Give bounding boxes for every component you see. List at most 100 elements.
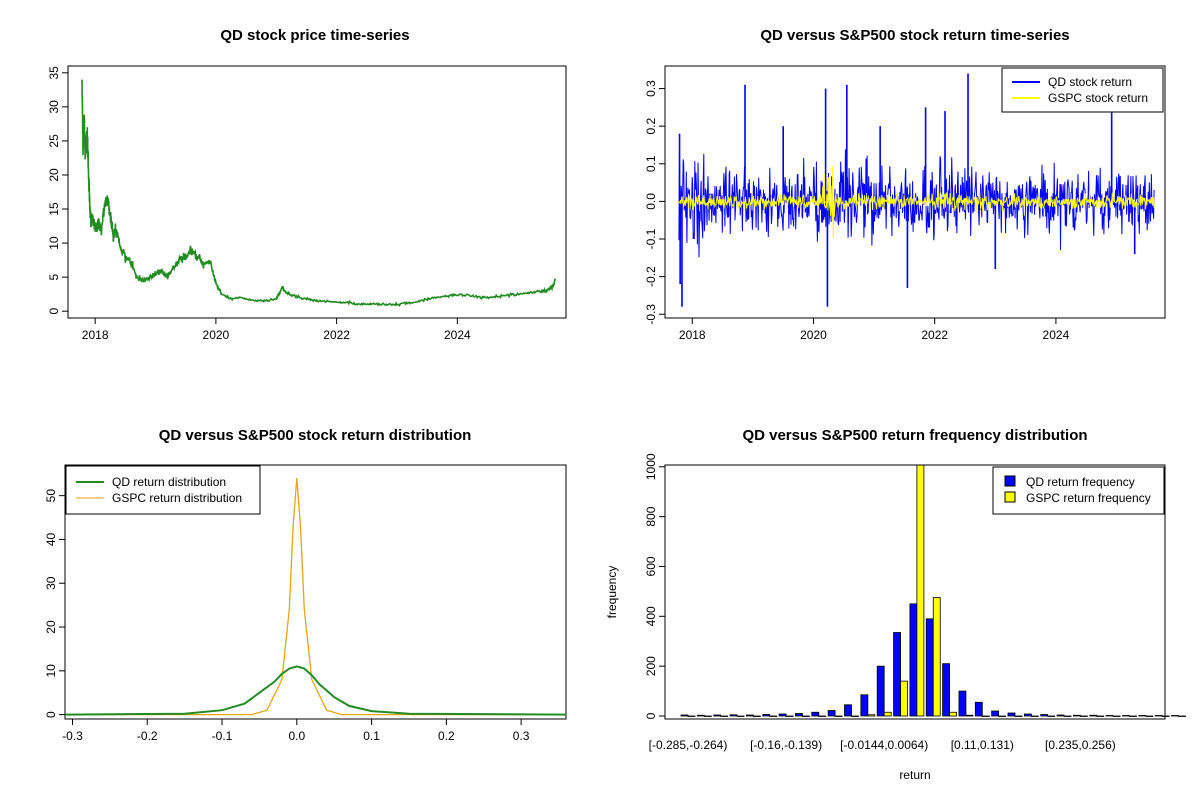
returns-x-tick-label: 2022 <box>921 328 948 342</box>
price-x-tick-label: 2022 <box>323 328 350 342</box>
histogram-x-tick-label: [0.235,0.256) <box>1045 738 1116 752</box>
price-x-tick-label: 2018 <box>82 328 109 342</box>
histogram-gspc-bar <box>736 715 745 717</box>
histogram-y-tick-label: 400 <box>644 606 658 626</box>
histogram-chart-panel: QD versus S&P500 return frequency distri… <box>605 427 1186 782</box>
histogram-qd-bar <box>925 618 934 717</box>
histogram-legend: QD return frequency GSPC return frequenc… <box>992 466 1165 515</box>
histogram-y-label: frequency <box>605 566 619 619</box>
returns-legend: QD stock return GSPC stock return <box>1001 67 1164 113</box>
histogram-qd-bar <box>1154 715 1163 717</box>
histogram-qd-bar <box>1056 714 1065 717</box>
histogram-qd-bar <box>778 713 787 717</box>
histogram-gspc-bar <box>1047 715 1056 717</box>
histogram-qd-bar <box>1122 715 1130 717</box>
histogram-qd-bar <box>1023 713 1032 717</box>
histogram-x-tick-label: [0.11,0.131) <box>951 738 1014 752</box>
histogram-qd-bar <box>1138 715 1147 717</box>
histogram-qd-bar <box>811 711 820 717</box>
histogram-legend-gspc-label: GSPC return frequency <box>1026 491 1151 505</box>
density-y-tick-label: 10 <box>44 664 58 678</box>
histogram-qd-bar <box>696 714 705 717</box>
histogram-x-tick-label: [-0.0144,0.0064) <box>840 738 928 752</box>
price-y-tick-label: 25 <box>47 134 61 148</box>
histogram-gspc-bar <box>785 715 794 717</box>
histogram-qd-bar <box>909 603 918 717</box>
histogram-gspc-bar <box>687 715 696 717</box>
density-chart-title: QD versus S&P500 stock return distributi… <box>159 427 472 444</box>
histogram-qd-bar <box>844 704 852 717</box>
density-plot-frame <box>64 464 567 720</box>
histogram-legend-qd-swatch <box>1004 475 1016 487</box>
density-series <box>64 478 567 716</box>
histogram-y-tick-label: 0 <box>644 712 658 719</box>
density-gspc-line <box>65 478 566 716</box>
density-y-tick-label: 40 <box>44 532 58 546</box>
histogram-qd-bar <box>860 694 869 717</box>
histogram-gspc-bar <box>753 715 761 717</box>
histogram-qd-bar <box>942 663 950 717</box>
histogram-plot-frame <box>664 464 1166 720</box>
returns-plot-frame <box>664 65 1166 319</box>
histogram-gspc-bar <box>867 714 876 717</box>
price-y-tick-label: 15 <box>47 202 61 216</box>
returns-y-tick-label: -0.3 <box>644 304 658 325</box>
histogram-gspc-bar <box>981 715 990 717</box>
returns-x-tick-label: 2024 <box>1043 328 1070 342</box>
density-x-tick-label: -0.1 <box>212 729 233 743</box>
histogram-legend-qd-label: QD return frequency <box>1026 475 1135 489</box>
returns-y-tick-label: 0.2 <box>644 118 658 135</box>
returns-y-tick-label: 0.0 <box>644 193 658 210</box>
histogram-y-tick-label: 1000 <box>644 453 658 480</box>
returns-series <box>678 73 1155 307</box>
price-y-tick-label: 10 <box>47 236 61 250</box>
histogram-gspc-bar <box>883 711 892 717</box>
returns-legend-box <box>1001 67 1164 113</box>
histogram-qd-bar <box>893 632 901 717</box>
histogram-qd-bar <box>1171 715 1179 717</box>
histogram-qd-bar <box>1089 714 1098 717</box>
histogram-gspc-bar <box>1112 715 1121 717</box>
density-y-axis: 0 10 20 30 40 50 <box>44 489 65 718</box>
histogram-legend-gspc-swatch <box>1004 491 1016 503</box>
histogram-x-label: return <box>899 768 930 782</box>
density-qd-line <box>64 665 567 716</box>
returns-chart-panel: QD versus S&P500 stock return time-serie… <box>644 27 1166 342</box>
histogram-gspc-bar <box>998 715 1007 717</box>
histogram-gspc-bar <box>769 715 778 717</box>
returns-gspc-line <box>678 165 1155 239</box>
density-legend-box <box>65 465 261 515</box>
price-series <box>81 79 556 307</box>
histogram-qd-bar <box>1105 715 1114 717</box>
histogram-gspc-bar <box>720 715 729 717</box>
histogram-qd-bar <box>974 701 983 717</box>
histogram-qd-bar <box>991 710 1000 717</box>
density-legend-gspc-label: GSPC return distribution <box>112 491 242 505</box>
histogram-gspc-bar <box>818 715 827 717</box>
density-x-tick-label: 0.2 <box>438 729 455 743</box>
price-plot-frame <box>67 65 567 319</box>
density-x-tick-label: -0.3 <box>62 729 83 743</box>
histogram-gspc-bar <box>851 715 859 717</box>
density-legend-qd-label: QD return distribution <box>112 475 226 489</box>
histogram-legend-box <box>992 466 1165 515</box>
histogram-qd-bar <box>1007 712 1016 717</box>
returns-chart-title: QD versus S&P500 stock return time-serie… <box>760 27 1069 44</box>
returns-y-tick-label: -0.2 <box>644 266 658 287</box>
histogram-qd-bar <box>958 690 967 717</box>
returns-x-tick-label: 2018 <box>679 328 706 342</box>
returns-y-tick-label: 0.1 <box>644 155 658 172</box>
density-y-tick-label: 0 <box>44 711 58 718</box>
histogram-qd-bar <box>746 714 754 717</box>
histogram-x-tick-label: [-0.16,-0.139) <box>750 738 822 752</box>
histogram-gspc-bar <box>1080 715 1088 717</box>
histogram-gspc-bar <box>1096 715 1105 717</box>
histogram-gspc-bar <box>1161 715 1170 717</box>
histogram-qd-bar <box>729 714 738 717</box>
returns-legend-gspc-label: GSPC stock return <box>1048 91 1148 105</box>
returns-y-axis: -0.3 -0.2 -0.1 0.0 0.1 0.2 0.3 <box>644 80 665 325</box>
density-y-tick-label: 30 <box>44 576 58 590</box>
histogram-gspc-bar <box>802 715 810 717</box>
histogram-gspc-bar <box>1145 715 1154 717</box>
